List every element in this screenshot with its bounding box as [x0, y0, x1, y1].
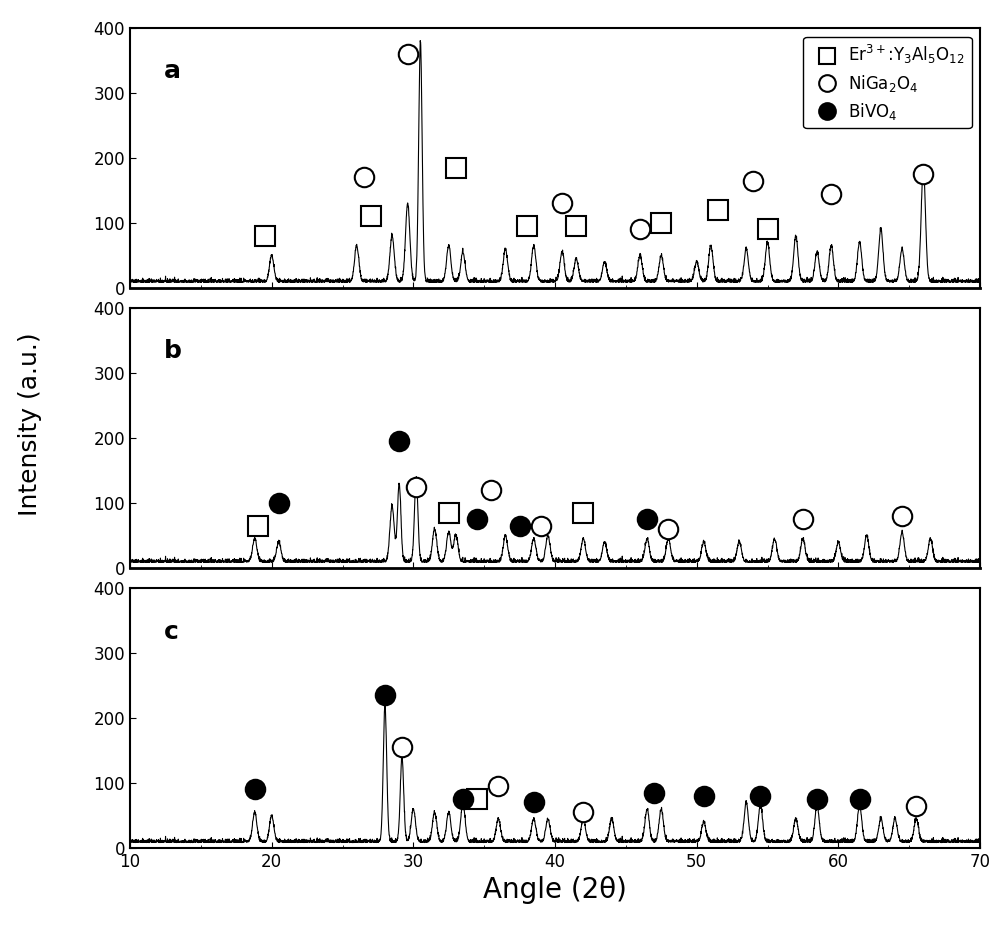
- X-axis label: Angle (2θ): Angle (2θ): [483, 876, 627, 904]
- Text: a: a: [164, 59, 181, 84]
- Text: c: c: [164, 620, 179, 643]
- Text: b: b: [164, 339, 182, 364]
- Text: Intensity (a.u.): Intensity (a.u.): [18, 333, 42, 515]
- Legend: Er$^{3+}$:Y$_3$Al$_5$O$_{12}$, NiGa$_2$O$_4$, BiVO$_4$: Er$^{3+}$:Y$_3$Al$_5$O$_{12}$, NiGa$_2$O…: [803, 37, 972, 128]
